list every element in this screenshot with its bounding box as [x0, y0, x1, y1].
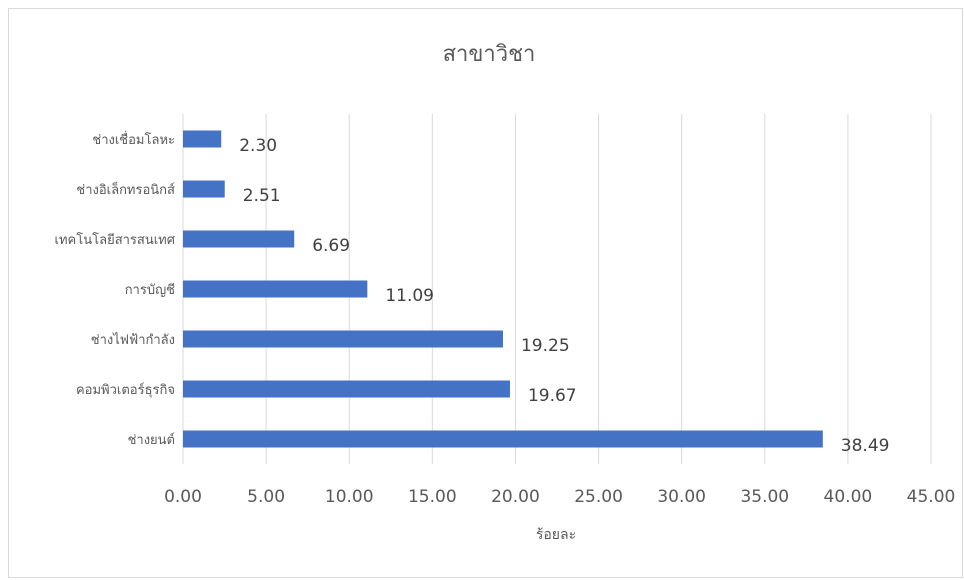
category-labels: ช่างเชื่อมโลหะช่างอิเล็กทรอนิกส์เทคโนโลย… — [55, 131, 176, 448]
bar — [183, 430, 823, 448]
chart-title: สาขาวิชา — [443, 42, 536, 67]
value-label: 11.09 — [385, 286, 434, 306]
x-tick-labels: 0.00 5.00 10.00 15.00 20.00 25.00 30.00 35.00 40… — [164, 487, 955, 507]
value-labels: 2.30 2.51 6.69 11.09 19.25 19.67 38.49 — [239, 136, 889, 456]
value-label: 19.67 — [528, 386, 577, 406]
bar-chart: สาขาวิชา ช่างเชื่อมโลหะช่างอิเล็กทรอนิกส… — [55, 42, 956, 543]
bar — [183, 380, 510, 398]
x-tick-label: 0.00 — [164, 487, 202, 507]
x-tick-label: 35.00 — [740, 487, 789, 507]
category-label: การบัญชี — [125, 282, 175, 298]
category-label: ช่างยนต์ — [128, 432, 175, 448]
category-label: ช่างเชื่อมโลหะ — [92, 131, 175, 148]
bars — [183, 130, 823, 448]
x-tick-label: 5.00 — [247, 487, 285, 507]
value-label: 2.51 — [243, 186, 281, 206]
bar — [183, 280, 368, 298]
x-tick-label: 15.00 — [408, 487, 457, 507]
value-label: 2.30 — [239, 136, 277, 156]
bar — [183, 330, 503, 348]
bar — [183, 230, 295, 248]
x-axis-title: ร้อยละ — [536, 527, 576, 543]
x-tick-label: 30.00 — [657, 487, 706, 507]
gridlines — [182, 114, 932, 464]
x-tick-label: 10.00 — [325, 487, 374, 507]
value-label: 38.49 — [841, 436, 890, 456]
category-label: ช่างอิเล็กทรอนิกส์ — [76, 180, 175, 198]
category-label: คอมพิวเตอร์ธุรกิจ — [76, 382, 175, 398]
bar — [183, 180, 225, 198]
value-label: 6.69 — [312, 236, 350, 256]
x-tick-label: 40.00 — [824, 487, 873, 507]
category-label: เทคโนโลยีสารสนเทศ — [55, 232, 176, 248]
x-tick-label: 45.00 — [907, 487, 956, 507]
category-label: ช่างไฟฟ้ากำลัง — [91, 332, 175, 348]
value-label: 19.25 — [521, 336, 570, 356]
x-tick-label: 20.00 — [491, 487, 540, 507]
chart-frame: สาขาวิชา ช่างเชื่อมโลหะช่างอิเล็กทรอนิกส… — [8, 8, 963, 578]
bar — [183, 130, 222, 148]
x-tick-label: 25.00 — [574, 487, 623, 507]
